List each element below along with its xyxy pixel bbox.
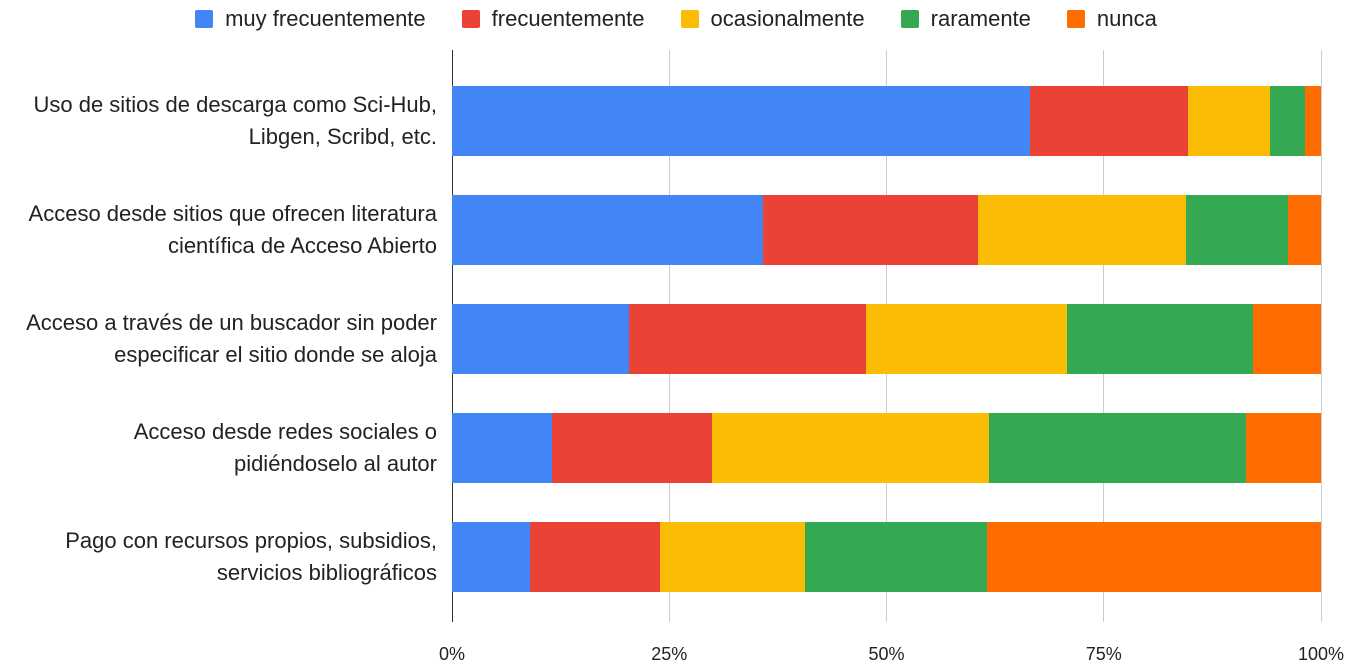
bar-segment bbox=[551, 413, 712, 483]
bar-segment bbox=[1305, 86, 1321, 156]
y-tick-label: Acceso desde redes sociales o pidiéndose… bbox=[133, 419, 437, 476]
bar-segment bbox=[530, 522, 660, 592]
bar-segment bbox=[1188, 86, 1270, 156]
bar-segment bbox=[1246, 413, 1321, 483]
y-tick-label: Pago con recursos propios, subsidios, se… bbox=[65, 528, 437, 585]
legend-swatch bbox=[900, 10, 919, 28]
bar-segment bbox=[1067, 304, 1254, 374]
bar-segment bbox=[629, 304, 866, 374]
bar-segment bbox=[452, 413, 552, 483]
x-tick-label: 100% bbox=[1297, 644, 1345, 664]
bar-segment bbox=[452, 304, 630, 374]
bar-segment bbox=[452, 522, 531, 592]
bar-segment bbox=[1253, 304, 1321, 374]
x-tick-label: 0% bbox=[438, 644, 466, 664]
y-tick-label: Acceso a través de un buscador sin poder… bbox=[26, 310, 437, 367]
bar-segment bbox=[1287, 195, 1321, 265]
bar-segment bbox=[452, 195, 764, 265]
bar-segment bbox=[659, 522, 805, 592]
legend-swatch bbox=[1066, 10, 1085, 28]
bar-segment bbox=[1029, 86, 1189, 156]
legend-item: muy frecuentemente bbox=[195, 6, 426, 32]
bar-segment bbox=[1186, 195, 1288, 265]
legend-label: raramente bbox=[930, 6, 1031, 31]
legend-swatch bbox=[461, 10, 480, 28]
y-tick-label: Uso de sitios de descarga como Sci-Hub, … bbox=[33, 92, 437, 149]
legend-item: raramente bbox=[900, 6, 1031, 32]
bar-segment bbox=[865, 304, 1068, 374]
bar-segment bbox=[1269, 86, 1306, 156]
bar-segment bbox=[977, 195, 1187, 265]
bar-segment bbox=[711, 413, 990, 483]
grid-line bbox=[1320, 50, 1322, 622]
x-tick-label: 75% bbox=[1085, 644, 1122, 664]
x-tick-label: 25% bbox=[651, 644, 688, 664]
bar-segment bbox=[987, 522, 1321, 592]
y-tick-label: Acceso desde sitios que ofrecen literatu… bbox=[28, 201, 437, 258]
x-tick-label: 50% bbox=[868, 644, 905, 664]
legend-label: muy frecuentemente bbox=[225, 6, 426, 31]
legend-label: nunca bbox=[1096, 6, 1157, 31]
bar-segment bbox=[989, 413, 1247, 483]
bar-segment bbox=[804, 522, 988, 592]
legend-swatch bbox=[680, 10, 699, 28]
legend: muy frecuentemente frecuentemente ocasiona… bbox=[0, 6, 1352, 32]
legend-item: nunca bbox=[1066, 6, 1157, 32]
legend-swatch bbox=[195, 10, 214, 28]
legend-label: frecuentemente bbox=[491, 6, 645, 31]
legend-item: frecuentemente bbox=[461, 6, 645, 32]
legend-label: ocasionalmente bbox=[710, 6, 865, 31]
bar-segment bbox=[763, 195, 978, 265]
bar-segment bbox=[452, 86, 1030, 156]
legend-item: ocasionalmente bbox=[680, 6, 865, 32]
